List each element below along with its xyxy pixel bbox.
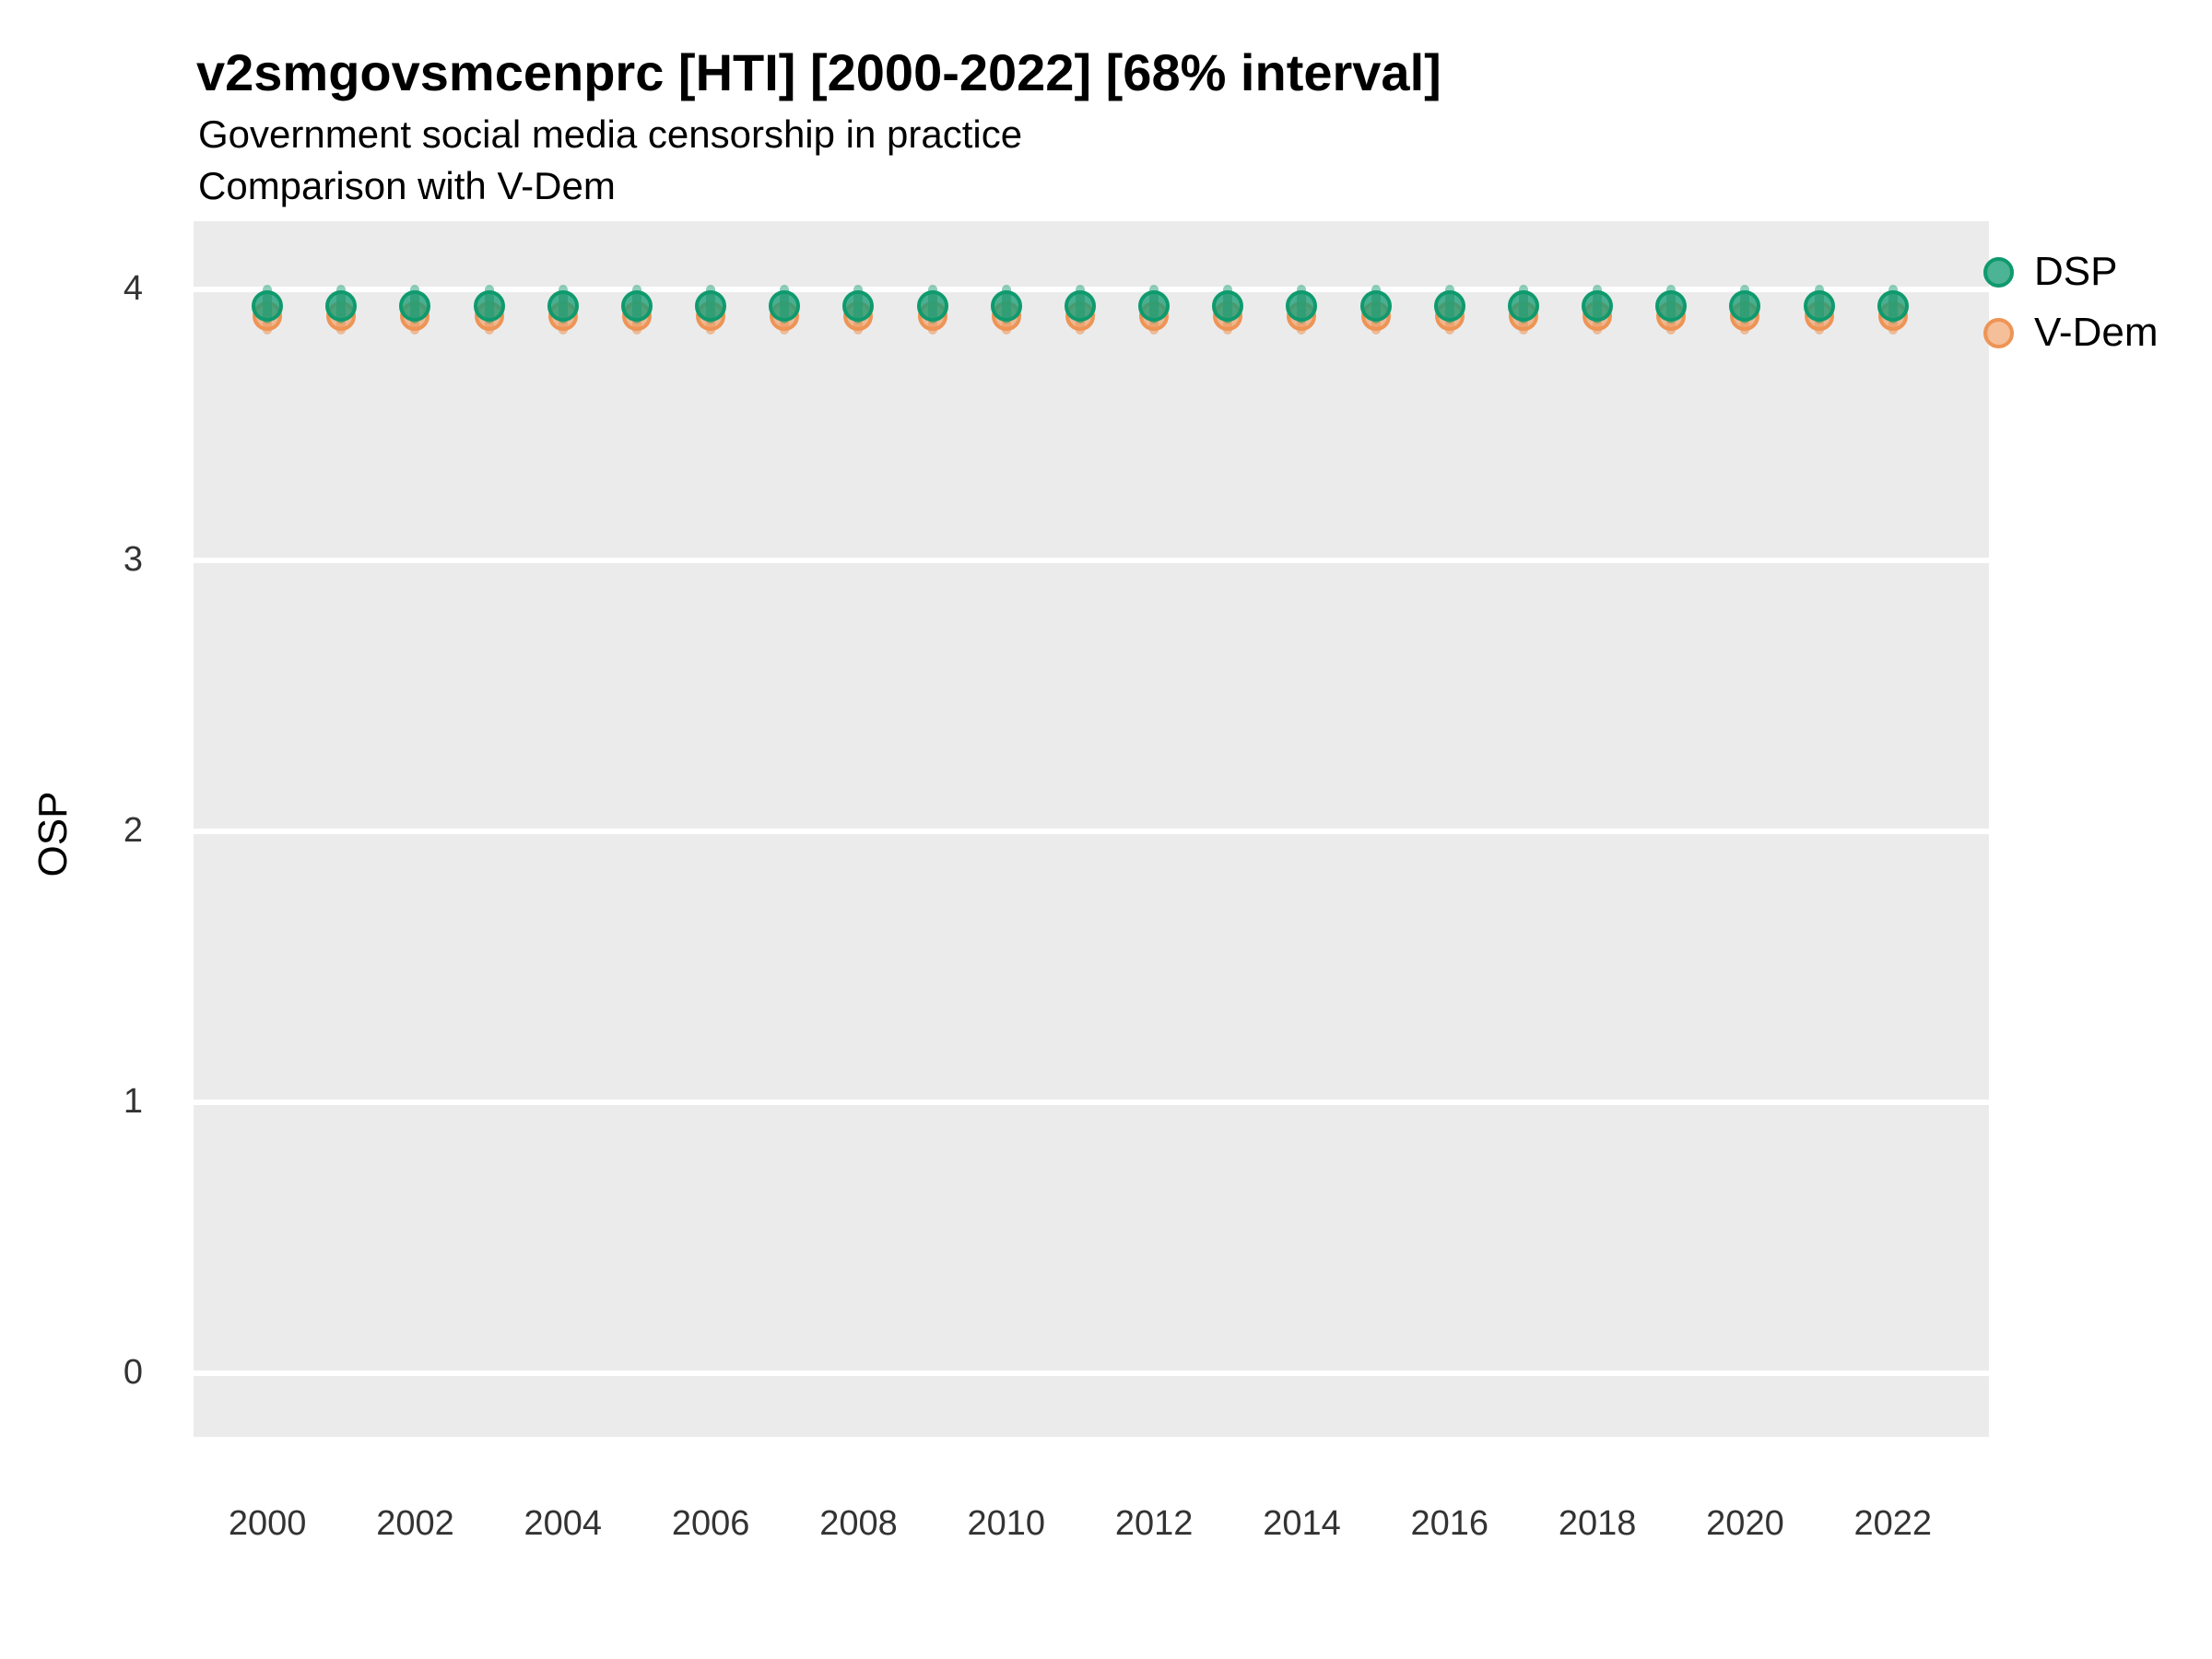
x-tick-label-2016: 2016 [1410, 1504, 1489, 1543]
gridline-y-3 [194, 558, 1989, 564]
y-tick-label-3: 3 [123, 540, 143, 580]
y-tick-label-2: 2 [123, 810, 143, 850]
x-tick-label-2010: 2010 [967, 1504, 1046, 1543]
legend: DSP V-Dem [1983, 249, 2158, 356]
dsp-point-2003 [473, 289, 505, 322]
dsp-point-2006 [695, 289, 727, 322]
gridline-y-0 [194, 1370, 1989, 1376]
dsp-point-2000 [252, 289, 284, 322]
gridline-y-1 [194, 1099, 1989, 1105]
x-tick-label-2008: 2008 [819, 1504, 898, 1543]
dsp-point-2017 [1507, 289, 1539, 322]
x-tick-label-2014: 2014 [1263, 1504, 1341, 1543]
x-tick-label-2018: 2018 [1558, 1504, 1637, 1543]
x-tick-label-2002: 2002 [376, 1504, 454, 1543]
chart-subtitle-line2: Comparison with V-Dem [198, 164, 616, 207]
chart-title: v2smgovsmcenprc [HTI] [2000-2022] [68% i… [196, 43, 1441, 101]
legend-dot-dsp [1983, 256, 2014, 288]
dsp-point-2001 [325, 289, 358, 322]
plot-panel [194, 221, 1989, 1437]
gridline-y-2 [194, 828, 1989, 834]
chart-subtitle-line1: Government social media censorship in pr… [198, 112, 1023, 156]
x-tick-label-2020: 2020 [1706, 1504, 1784, 1543]
dsp-point-2013 [1212, 289, 1244, 322]
dsp-point-2022 [1877, 289, 1909, 322]
x-tick-label-2022: 2022 [1853, 1504, 1933, 1543]
dsp-point-2008 [842, 289, 875, 322]
y-tick-label-4: 4 [123, 269, 143, 309]
dsp-point-2010 [990, 289, 1022, 322]
y-tick-label-1: 1 [123, 1081, 143, 1121]
dsp-point-2016 [1433, 289, 1465, 322]
dsp-point-2011 [1064, 289, 1096, 322]
x-tick-label-2012: 2012 [1114, 1504, 1194, 1543]
legend-dot-vdem [1983, 317, 2014, 348]
y-tick-label-0: 0 [123, 1352, 143, 1392]
dsp-point-2015 [1359, 289, 1392, 322]
dsp-point-2014 [1286, 289, 1318, 322]
legend-item-vdem: V-Dem [1983, 310, 2158, 356]
x-tick-label-2000: 2000 [228, 1504, 307, 1543]
legend-label-dsp: DSP [2034, 249, 2118, 294]
dsp-point-2009 [916, 289, 948, 322]
legend-label-vdem: V-Dem [2034, 310, 2159, 355]
dsp-point-2018 [1582, 289, 1614, 322]
dsp-point-2021 [1803, 289, 1835, 322]
legend-item-dsp: DSP [1983, 249, 2158, 295]
dsp-point-2007 [769, 289, 801, 322]
dsp-point-2020 [1729, 289, 1761, 322]
dsp-point-2002 [399, 289, 431, 322]
x-tick-label-2006: 2006 [671, 1504, 750, 1543]
dsp-point-2005 [620, 289, 653, 322]
dsp-point-2004 [547, 289, 579, 322]
dsp-point-2012 [1138, 289, 1171, 322]
dsp-point-2019 [1655, 289, 1688, 322]
gridline-y-4 [194, 287, 1989, 293]
x-tick-label-2004: 2004 [524, 1504, 603, 1543]
